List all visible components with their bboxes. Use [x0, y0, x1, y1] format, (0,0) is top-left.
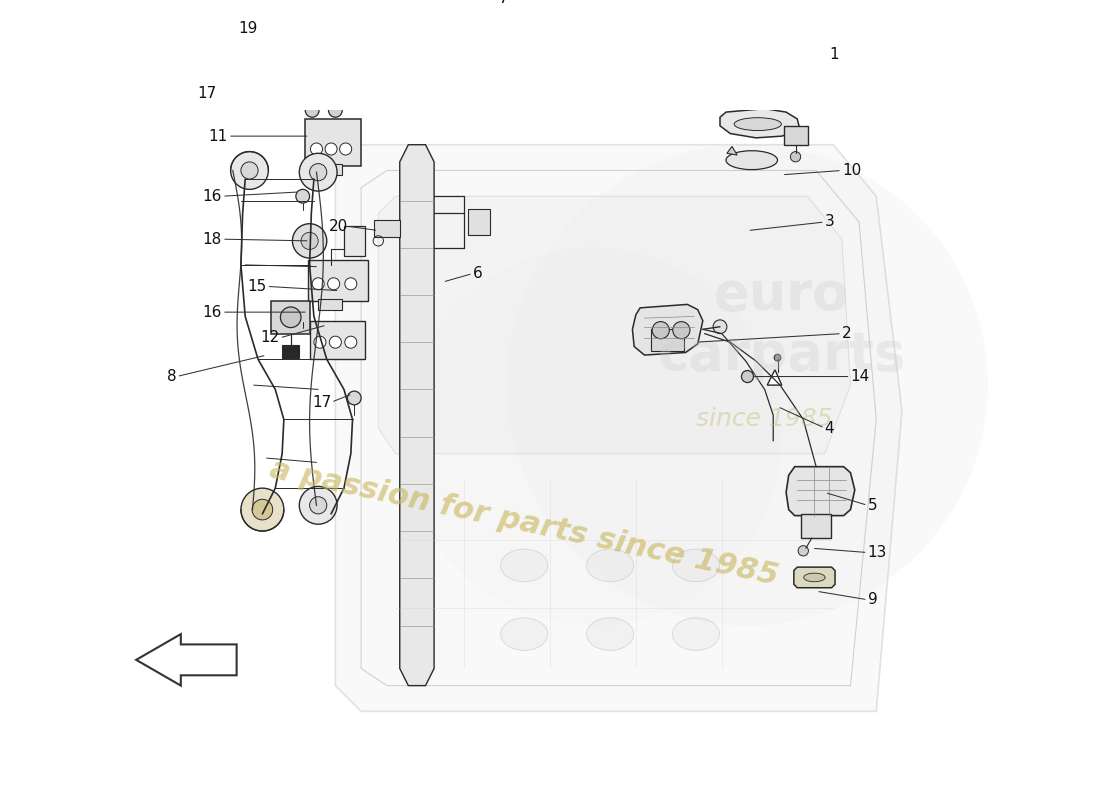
Ellipse shape	[672, 549, 719, 582]
Ellipse shape	[734, 118, 781, 130]
Bar	[318, 299, 342, 310]
Polygon shape	[399, 145, 435, 686]
Circle shape	[299, 486, 337, 524]
Circle shape	[231, 151, 268, 190]
Text: 14: 14	[850, 369, 870, 384]
Bar	[271, 301, 309, 334]
Text: 19: 19	[239, 22, 258, 36]
Text: 5: 5	[868, 498, 878, 513]
Ellipse shape	[804, 573, 825, 582]
Circle shape	[329, 336, 341, 348]
Circle shape	[293, 224, 327, 258]
Circle shape	[301, 232, 318, 250]
Ellipse shape	[500, 549, 548, 582]
Ellipse shape	[672, 618, 719, 650]
Polygon shape	[632, 305, 703, 355]
Ellipse shape	[586, 618, 634, 650]
Circle shape	[652, 322, 669, 338]
Circle shape	[404, 248, 782, 626]
Text: 4: 4	[825, 421, 835, 435]
Circle shape	[299, 154, 337, 191]
Circle shape	[799, 546, 808, 556]
Circle shape	[314, 336, 326, 348]
Circle shape	[280, 307, 301, 327]
Circle shape	[344, 336, 356, 348]
Text: 9: 9	[868, 592, 878, 607]
Text: 7: 7	[498, 0, 508, 6]
Circle shape	[312, 278, 324, 290]
Circle shape	[310, 143, 322, 155]
Text: 8: 8	[167, 369, 176, 384]
Text: 10: 10	[842, 163, 861, 178]
Circle shape	[241, 162, 258, 179]
Circle shape	[791, 151, 801, 162]
Circle shape	[296, 308, 309, 322]
Text: 15: 15	[248, 279, 266, 294]
Bar	[374, 220, 399, 238]
Text: 3: 3	[825, 214, 835, 230]
Circle shape	[713, 320, 727, 334]
Text: 2: 2	[842, 326, 851, 341]
Bar	[651, 330, 684, 350]
Bar	[469, 209, 490, 235]
Circle shape	[326, 143, 337, 155]
Polygon shape	[336, 145, 902, 711]
Bar	[344, 226, 365, 256]
Text: 6: 6	[473, 266, 483, 281]
Polygon shape	[378, 196, 850, 454]
Circle shape	[348, 391, 361, 405]
Bar	[302, 81, 350, 100]
Polygon shape	[727, 146, 737, 155]
Text: since 1985: since 1985	[696, 407, 833, 431]
Text: 16: 16	[202, 189, 222, 204]
Circle shape	[774, 354, 781, 361]
Ellipse shape	[586, 549, 634, 582]
Circle shape	[673, 322, 690, 338]
Circle shape	[329, 103, 342, 118]
Bar	[317, 165, 342, 174]
Polygon shape	[720, 109, 799, 138]
Text: 11: 11	[209, 129, 228, 144]
Text: 17: 17	[311, 394, 331, 410]
Circle shape	[344, 278, 356, 290]
Text: 12: 12	[261, 330, 279, 346]
Circle shape	[309, 164, 327, 181]
Text: 13: 13	[868, 545, 887, 560]
Text: 16: 16	[202, 305, 222, 320]
Bar	[309, 321, 365, 359]
Circle shape	[252, 499, 273, 520]
Circle shape	[337, 261, 349, 273]
Ellipse shape	[726, 150, 778, 170]
Circle shape	[309, 497, 327, 514]
Circle shape	[741, 370, 754, 382]
Bar	[783, 126, 807, 145]
Bar	[306, 119, 361, 166]
Polygon shape	[351, 261, 361, 274]
Ellipse shape	[500, 618, 548, 650]
Circle shape	[296, 190, 309, 203]
Text: 1: 1	[829, 47, 838, 62]
Polygon shape	[794, 567, 835, 588]
Circle shape	[507, 145, 988, 626]
Polygon shape	[786, 466, 855, 516]
Bar	[308, 260, 369, 301]
Polygon shape	[136, 634, 236, 686]
Bar	[801, 514, 830, 538]
Circle shape	[328, 278, 340, 290]
Polygon shape	[767, 370, 782, 385]
Text: euro
carparts: euro carparts	[658, 269, 906, 381]
Bar	[282, 345, 299, 358]
Text: 20: 20	[329, 218, 349, 234]
Text: 18: 18	[202, 232, 222, 246]
Circle shape	[241, 488, 284, 531]
Circle shape	[340, 143, 352, 155]
Text: a passion for parts since 1985: a passion for parts since 1985	[267, 454, 781, 590]
Circle shape	[306, 103, 319, 118]
Text: 17: 17	[198, 86, 217, 101]
